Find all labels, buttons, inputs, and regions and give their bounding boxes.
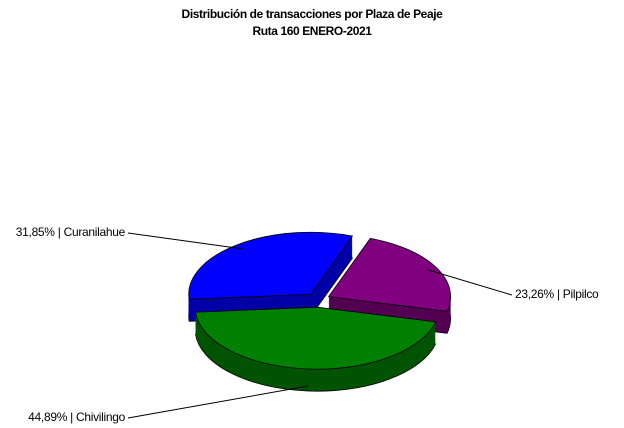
data-label: 44,89% | Chivilingo [28, 410, 125, 424]
data-label: 31,85% | Curanilahue [16, 225, 126, 239]
label-separator: | [55, 225, 64, 239]
leader-line [427, 269, 513, 296]
data-label: 23,26% | Pilpilco [515, 287, 599, 301]
chart-title: Distribución de transacciones por Plaza … [182, 7, 444, 21]
chart-subtitle: Ruta 160 ENERO-2021 [252, 24, 372, 38]
leader-line [127, 232, 243, 250]
slice [194, 306, 437, 370]
pie [188, 231, 451, 392]
value-label: 23,26% [515, 287, 555, 301]
slice [327, 237, 451, 312]
value-label: 44,89% [28, 410, 68, 424]
category-label: Pilpilco [563, 287, 599, 301]
leader-line [127, 385, 309, 419]
label-separator: | [554, 287, 563, 301]
slice [188, 231, 354, 300]
category-label: Curanilahue [64, 225, 126, 239]
label-separator: | [67, 410, 76, 424]
value-label: 31,85% [16, 225, 56, 239]
category-label: Chivilingo [76, 410, 126, 424]
